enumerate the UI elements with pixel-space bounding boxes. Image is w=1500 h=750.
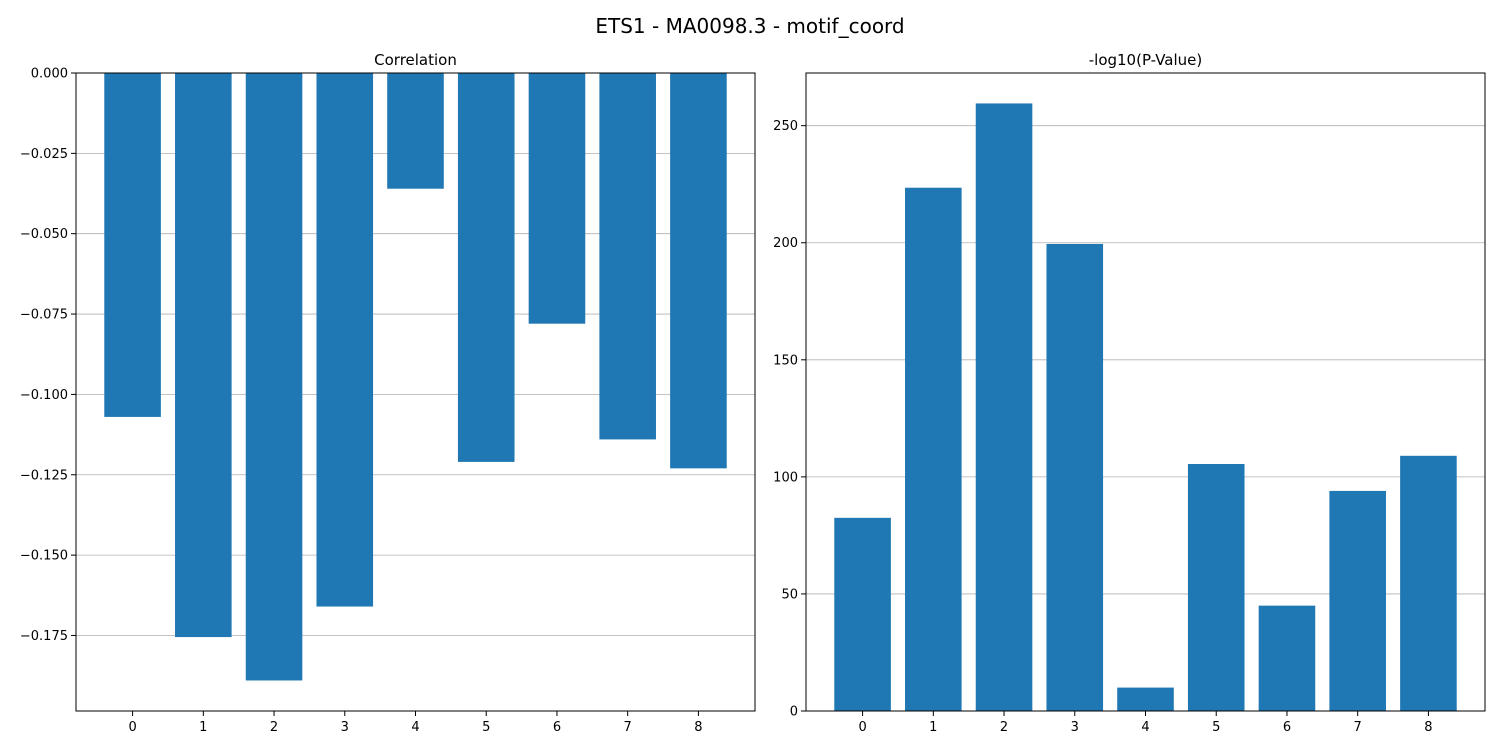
pvalue-bar-0	[834, 517, 891, 711]
correlation-panel: Correlation 0.000 −0.025 −0.050 −0.075 −0.10…	[20, 51, 756, 735]
correlation-ytick-label: −0.075	[20, 308, 68, 323]
pvalue-xtick-label: 6	[1283, 720, 1291, 735]
correlation-xtick-label: 7	[624, 720, 632, 735]
pvalue-ytick-label: 250	[773, 119, 798, 134]
pvalue-xtick-label: 8	[1424, 720, 1432, 735]
correlation-bar-7	[599, 73, 656, 440]
pvalue-ytick-label: 100	[773, 470, 798, 485]
pvalue-bar-5	[1187, 463, 1245, 711]
pvalue-ytick-label: 150	[773, 353, 798, 368]
pvalue-panel-title: -log10(P-Value)	[1089, 51, 1203, 69]
pvalue-xtick-label: 2	[1000, 720, 1008, 735]
correlation-bar-8	[670, 73, 727, 469]
correlation-xtick-label: 1	[199, 720, 207, 735]
figure-title: ETS1 - MA0098.3 - motif_coord	[595, 14, 904, 38]
correlation-ytick-label: −0.150	[20, 549, 68, 564]
correlation-ytick-label: −0.125	[20, 468, 68, 483]
pvalue-ytick-label: 0	[790, 705, 798, 720]
correlation-ytick-label: −0.100	[20, 388, 68, 403]
pvalue-xtick-label: 1	[929, 720, 937, 735]
correlation-bar-4	[387, 73, 444, 189]
pvalue-bar-3	[1046, 243, 1104, 711]
correlation-bar-2	[245, 73, 303, 681]
correlation-xtick-label: 5	[482, 720, 490, 735]
correlation-bar-3	[316, 73, 374, 607]
correlation-xtick-label: 6	[553, 720, 561, 735]
pvalue-ytick-label: 200	[773, 236, 798, 251]
correlation-xtick-label: 2	[270, 720, 278, 735]
correlation-xtick-label: 4	[411, 720, 419, 735]
correlation-xtick-label: 8	[694, 720, 702, 735]
correlation-bar-1	[175, 73, 232, 638]
pvalue-bar-6	[1258, 605, 1316, 711]
correlation-ytick-label: −0.175	[20, 629, 68, 644]
pvalue-xtick-label: 7	[1354, 720, 1362, 735]
correlation-bar-6	[528, 73, 586, 324]
correlation-ytick-label: 0.000	[31, 67, 68, 82]
correlation-xtick-label: 0	[128, 720, 136, 735]
pvalue-bar-4	[1117, 687, 1174, 711]
pvalue-xtick-label: 3	[1071, 720, 1079, 735]
pvalue-bar-1	[905, 187, 962, 712]
pvalue-xtick-label: 4	[1141, 720, 1149, 735]
pvalue-panel: -log10(P-Value) 0 50 100 150 200 250 0 1 2 3 4 5 6 7 8	[773, 51, 1486, 735]
correlation-panel-title: Correlation	[374, 51, 457, 69]
correlation-bar-0	[104, 73, 161, 417]
correlation-bar-5	[457, 73, 515, 462]
pvalue-ytick-label: 50	[781, 587, 798, 602]
pvalue-bar-7	[1329, 490, 1386, 711]
correlation-ytick-label: −0.050	[20, 227, 68, 242]
correlation-xtick-label: 3	[341, 720, 349, 735]
pvalue-xtick-label: 0	[858, 720, 866, 735]
pvalue-bar-8	[1400, 455, 1457, 711]
pvalue-bar-2	[975, 103, 1033, 711]
correlation-ytick-label: −0.025	[20, 147, 68, 162]
pvalue-xtick-label: 5	[1212, 720, 1220, 735]
